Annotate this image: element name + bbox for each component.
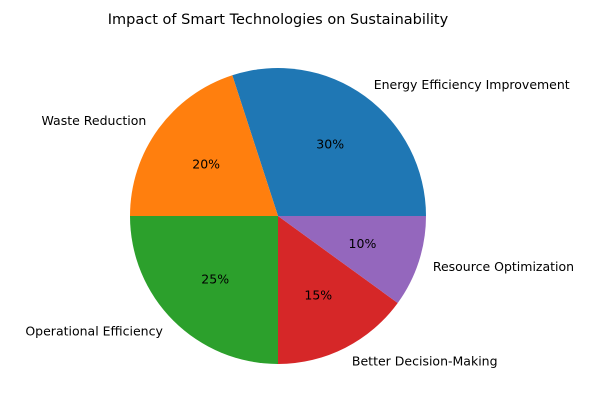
slice-label: Resource Optimization [433,259,574,274]
pie-wedge [232,67,426,216]
slice-label: Better Decision-Making [352,354,498,369]
percent-label: 30% [316,137,344,152]
percent-label: 20% [192,156,220,171]
percent-label: 10% [349,236,377,251]
pie-wedge [278,216,398,364]
slice-label: Energy Efficiency Improvement [374,77,570,92]
slice-label: Waste Reduction [41,113,146,128]
pie-wedge [278,216,426,303]
pie-wedge [130,75,278,216]
chart-title: Impact of Smart Technologies on Sustaina… [108,12,449,28]
slice-label: Operational Efficiency [25,324,163,339]
pie-wedge [130,216,278,364]
percent-label: 25% [201,271,229,286]
percent-label: 15% [304,288,332,303]
